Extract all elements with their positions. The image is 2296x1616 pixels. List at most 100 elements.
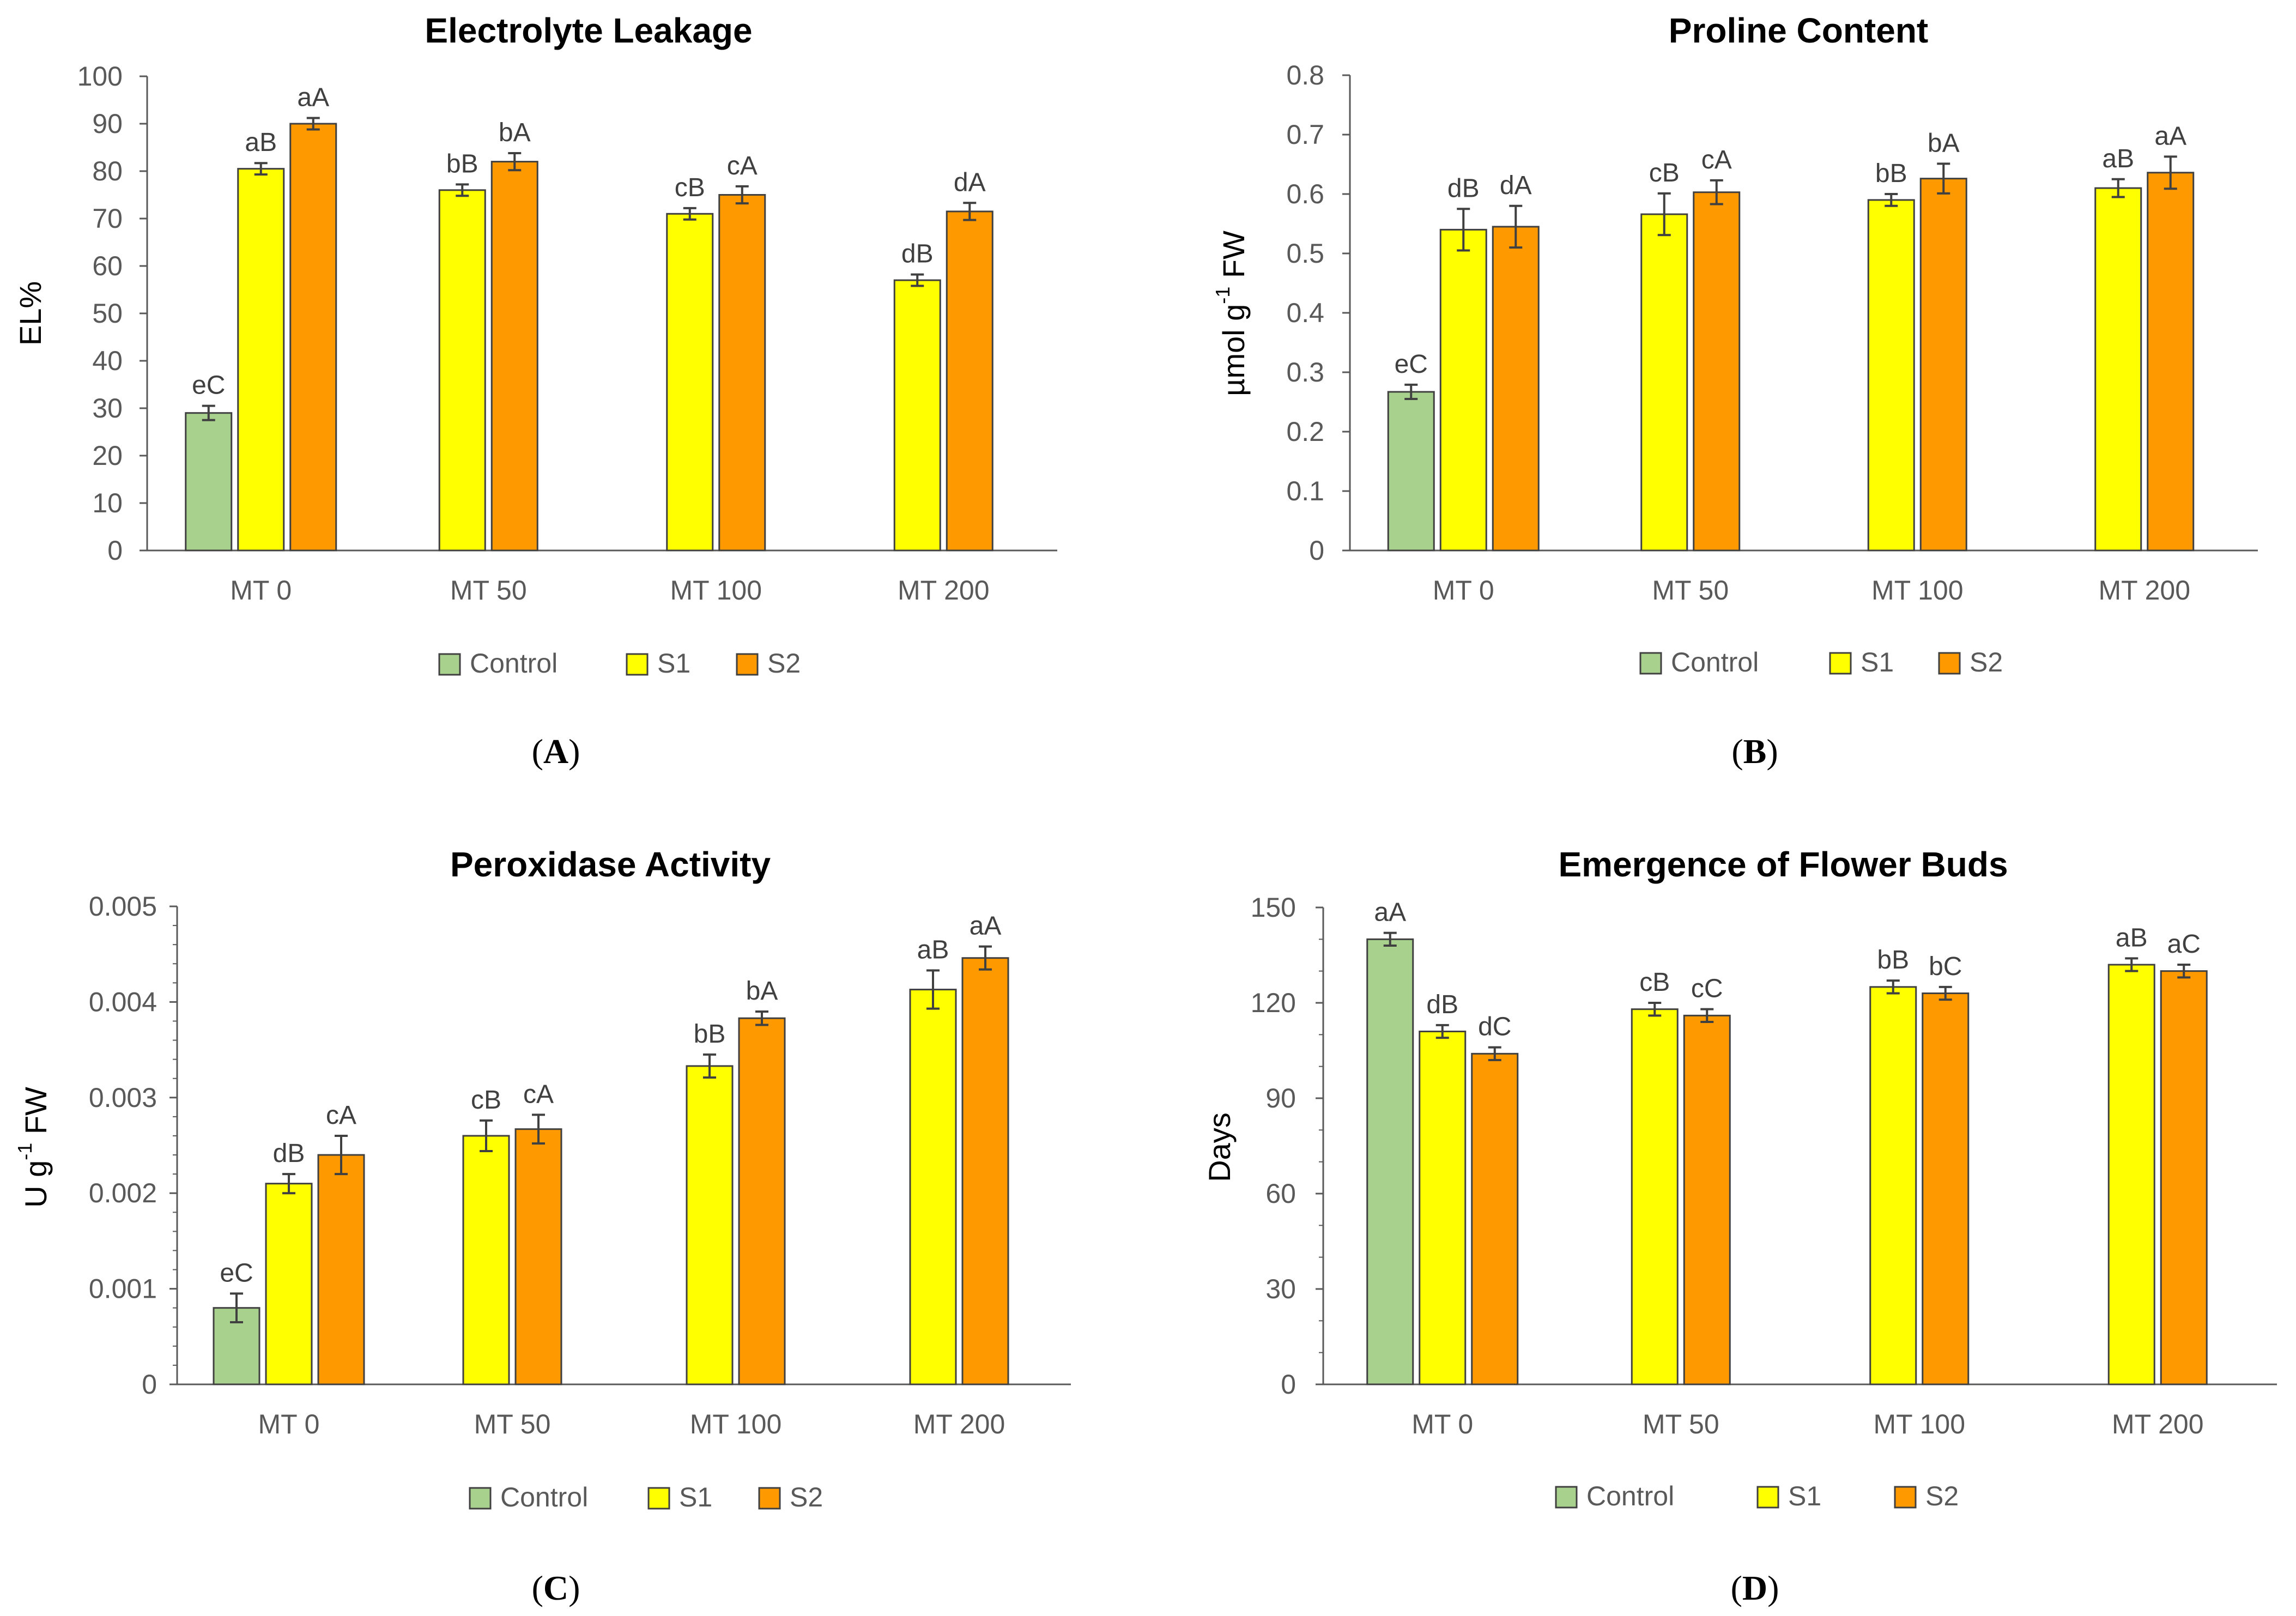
panel-letter: (D) — [1731, 1569, 1779, 1607]
bar-control-mt0 — [1366, 938, 1414, 1385]
significance-label: bA — [746, 977, 778, 1006]
legend-swatch-s2 — [1894, 1486, 1917, 1509]
significance-label: cA — [727, 152, 758, 180]
bar-s2-mt200 — [2147, 172, 2195, 552]
significance-label: bB — [1877, 946, 1909, 975]
bar-s1-mt200 — [909, 989, 957, 1385]
bar-s2-mt50 — [1693, 191, 1741, 552]
chart-panel-d: Emergence of Flower Buds 0 30 60 90 120 150 Day… — [1202, 845, 2277, 1607]
panel-letter-bold: C — [543, 1569, 568, 1607]
chart-title: Electrolyte Leakage — [425, 11, 752, 50]
significance-label: cB — [1639, 968, 1670, 997]
significance-label: cC — [1691, 975, 1723, 1003]
bar-s1-mt50 — [462, 1135, 510, 1385]
panel-close: ) — [1767, 1569, 1779, 1607]
chart-title: Proline Content — [1669, 11, 1928, 50]
bar-control-mt0 — [185, 412, 233, 552]
x-category-label: MT 100 — [1871, 575, 1964, 606]
y-tick-label: 0.7 — [1286, 119, 1324, 150]
bar-s2-mt200 — [946, 210, 993, 552]
significance-label: cB — [675, 173, 705, 202]
legend-swatch-control — [1555, 1486, 1578, 1509]
x-category-label: MT 0 — [230, 575, 292, 606]
legend-label-control: Control — [470, 648, 558, 679]
significance-label: dA — [954, 168, 986, 197]
legend-swatch-s1 — [1756, 1486, 1779, 1509]
y-axis-label-main: U g — [19, 1160, 53, 1208]
significance-label: bB — [1875, 159, 1907, 188]
panel-letter-bold: B — [1743, 732, 1767, 771]
significance-label: dB — [1426, 990, 1458, 1019]
x-category-label: MT 50 — [1652, 575, 1729, 606]
significance-label: aA — [297, 83, 329, 112]
significance-label: eC — [220, 1258, 253, 1287]
legend-swatch-s2 — [758, 1487, 781, 1510]
y-axis-label: EL% — [13, 281, 47, 346]
y-tick-label: 0.005 — [89, 891, 157, 922]
legend-label-control: Control — [500, 1482, 588, 1512]
legend-label-s1: S1 — [1788, 1481, 1821, 1511]
y-tick-label: 0.002 — [89, 1178, 157, 1208]
significance-label: eC — [192, 371, 225, 400]
panel-close: ) — [1766, 732, 1778, 771]
y-tick-label: 30 — [1265, 1274, 1296, 1304]
significance-label: aA — [970, 912, 1002, 941]
bar-s1-mt200 — [893, 279, 941, 552]
y-tick-label: 10 — [92, 488, 123, 518]
y-tick-label: 0.001 — [89, 1274, 157, 1304]
y-tick-label: 90 — [92, 108, 123, 139]
y-axis-label-main: EL% — [13, 281, 47, 346]
y-tick-label: 0.003 — [89, 1082, 157, 1113]
y-tick-label: 0.3 — [1286, 357, 1324, 388]
panel-open: ( — [1731, 732, 1743, 771]
y-tick-label: 30 — [92, 393, 123, 423]
legend-label-control: Control — [1586, 1481, 1674, 1511]
chart-panel-b: Proline Content 0 0.1 0.2 0.3 0.4 0.5 0.6 0.7 0.8… — [1211, 11, 2258, 771]
legend-label-control: Control — [1671, 647, 1759, 677]
y-tick-label: 0.5 — [1286, 238, 1324, 269]
chart-panel-a: Electrolyte Leakage 0 10 20 30 40 50 60 70 80 90 10… — [13, 11, 1057, 771]
significance-label: aB — [2102, 144, 2134, 173]
bar-s1-mt200 — [2094, 187, 2142, 552]
significance-label: aA — [2154, 122, 2186, 150]
significance-label: bB — [446, 149, 478, 178]
bar-s2-mt100 — [718, 194, 766, 552]
x-category-label: MT 200 — [2112, 1409, 2204, 1439]
chart-panel-c: Peroxidase Activity 0 0.001 0.002 0.003 0.004… — [14, 845, 1071, 1607]
x-category-label: MT 50 — [450, 575, 527, 606]
significance-label: dB — [1447, 174, 1480, 203]
y-tick-label: 90 — [1265, 1083, 1296, 1113]
y-tick-label: 0.6 — [1286, 179, 1324, 209]
y-axis-label-tail: FW — [19, 1087, 53, 1143]
y-axis-label-tail: FW — [1216, 231, 1251, 287]
chart-title: Peroxidase Activity — [450, 845, 771, 884]
significance-label: cA — [523, 1080, 554, 1109]
y-tick-label: 0 — [142, 1369, 157, 1400]
bar-s2-mt50 — [514, 1128, 562, 1385]
legend-label-s2: S2 — [1925, 1481, 1959, 1511]
y-tick-label: 150 — [1251, 892, 1296, 923]
bar-s1-mt50 — [1631, 1008, 1679, 1385]
panel-letter-bold: A — [543, 732, 568, 771]
x-category-label: MT 0 — [1411, 1409, 1473, 1439]
bar-s1-mt0 — [237, 168, 285, 552]
significance-label: bA — [1928, 129, 1960, 158]
bar-s1-mt50 — [1640, 213, 1688, 552]
significance-label: bA — [499, 118, 531, 147]
legend-label-s2: S2 — [767, 648, 801, 679]
legend-label-s2: S2 — [1970, 647, 2003, 677]
bar-s1-mt0 — [1419, 1031, 1467, 1385]
bar-s1-mt200 — [2107, 964, 2155, 1385]
bar-s2-mt50 — [1683, 1014, 1731, 1385]
panel-close: ) — [568, 732, 580, 771]
y-tick-label: 0.1 — [1286, 476, 1324, 506]
bar-s1-mt0 — [265, 1183, 313, 1385]
bar-s2-mt0 — [317, 1154, 365, 1385]
y-tick-label: 70 — [92, 203, 123, 234]
x-category-label: MT 200 — [898, 575, 990, 606]
significance-label: cA — [1701, 146, 1732, 174]
significance-label: aB — [245, 128, 277, 157]
panel-open: ( — [1731, 1569, 1742, 1607]
bar-s2-mt0 — [1471, 1052, 1519, 1385]
legend-swatch-s1 — [1829, 652, 1852, 675]
